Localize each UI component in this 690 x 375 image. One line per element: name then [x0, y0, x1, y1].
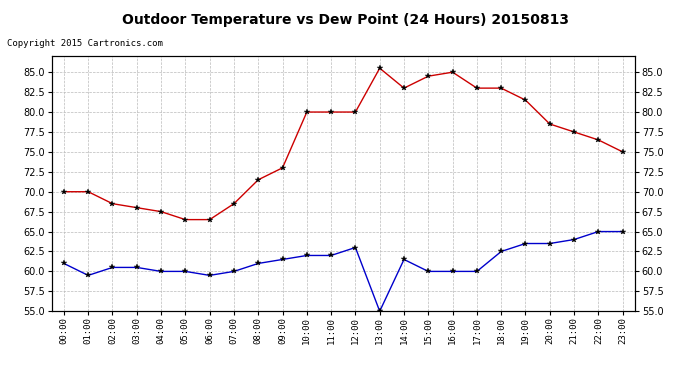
- Text: Copyright 2015 Cartronics.com: Copyright 2015 Cartronics.com: [7, 39, 163, 48]
- Text: Dew Point  (°F): Dew Point (°F): [443, 39, 526, 49]
- Text: Outdoor Temperature vs Dew Point (24 Hours) 20150813: Outdoor Temperature vs Dew Point (24 Hou…: [121, 13, 569, 27]
- Text: Temperature  (°F): Temperature (°F): [534, 39, 632, 49]
